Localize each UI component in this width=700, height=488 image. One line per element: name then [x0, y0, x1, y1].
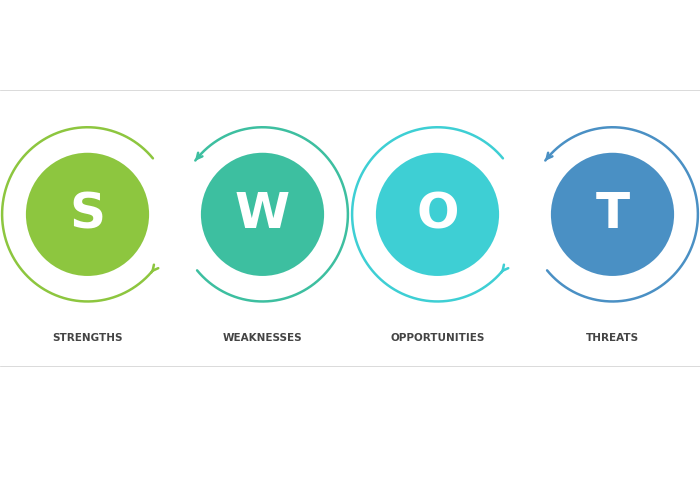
Text: Apartment Income REIT Corp. (AIRC): Apartment Income REIT Corp. (AIRC): [71, 31, 629, 60]
Text: WEAKNESSES: WEAKNESSES: [223, 333, 302, 344]
Text: SWOT Analysis: SWOT Analysis: [175, 406, 525, 448]
Text: THREATS: THREATS: [586, 333, 639, 344]
Text: T: T: [596, 190, 629, 238]
Text: STRENGTHS: STRENGTHS: [52, 333, 122, 344]
Text: OPPORTUNITIES: OPPORTUNITIES: [391, 333, 484, 344]
Ellipse shape: [201, 153, 324, 276]
Ellipse shape: [376, 153, 499, 276]
Ellipse shape: [26, 153, 149, 276]
Text: W: W: [235, 190, 290, 238]
Text: S: S: [69, 190, 106, 238]
Ellipse shape: [551, 153, 674, 276]
Text: O: O: [416, 190, 459, 238]
